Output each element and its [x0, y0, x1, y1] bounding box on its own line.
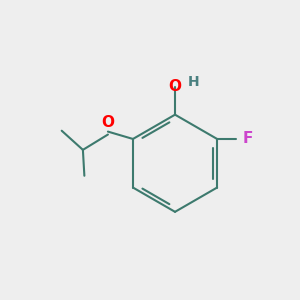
- Text: O: O: [169, 79, 182, 94]
- Text: F: F: [243, 131, 254, 146]
- Text: O: O: [101, 115, 114, 130]
- Text: H: H: [188, 75, 199, 89]
